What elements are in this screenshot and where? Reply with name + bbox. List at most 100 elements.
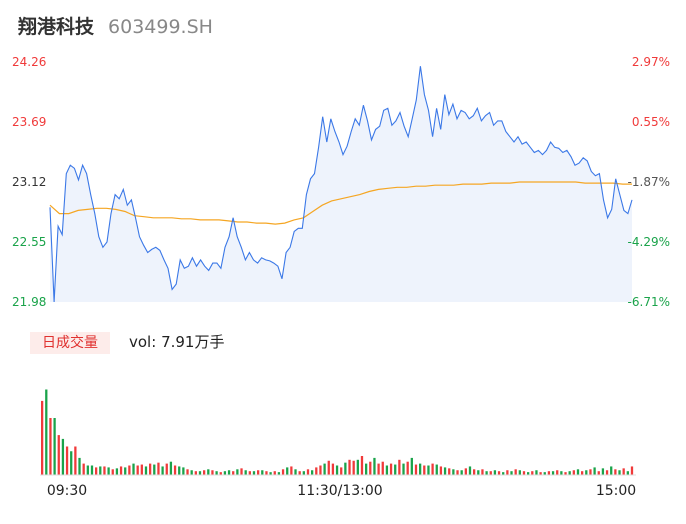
volume-bar xyxy=(360,456,364,475)
volume-bar xyxy=(298,471,301,475)
volume-bar xyxy=(70,451,73,475)
volume-bar xyxy=(277,472,281,475)
volume-bar xyxy=(485,471,488,475)
price-area xyxy=(50,66,632,302)
volume-bar xyxy=(144,466,148,475)
volume-bar xyxy=(531,471,534,475)
volume-bar xyxy=(377,463,380,475)
volume-bar xyxy=(41,400,44,475)
volume-bar xyxy=(518,470,521,475)
volume-bar xyxy=(385,465,389,475)
volume-bar xyxy=(178,466,181,475)
volume-value: 7.91万手 xyxy=(161,333,225,351)
price-line xyxy=(49,66,633,303)
volume-bar xyxy=(236,469,239,475)
volume-bar xyxy=(194,471,197,475)
volume-bar xyxy=(605,470,609,475)
volume-bar xyxy=(335,465,339,475)
volume-bar xyxy=(153,464,156,475)
volume-bar xyxy=(402,463,405,475)
percent-tick-label: -6.71% xyxy=(628,295,670,309)
volume-bar xyxy=(464,468,467,475)
volume-bar xyxy=(560,471,563,475)
volume-bar xyxy=(352,460,355,475)
volume-bar xyxy=(227,470,231,475)
volume-bar xyxy=(207,469,210,475)
volume-bar xyxy=(497,471,501,475)
volume-bar xyxy=(157,462,160,475)
volume-bar xyxy=(186,469,189,475)
volume-bar xyxy=(506,470,509,475)
volume-bar xyxy=(431,463,434,475)
volume-bar xyxy=(86,465,89,475)
time-tick-label: 09:30 xyxy=(47,483,87,499)
volume-bar xyxy=(572,470,575,475)
volume-bar xyxy=(128,465,131,475)
volume-bar xyxy=(294,469,297,475)
volume-bar xyxy=(564,472,567,475)
volume-bar xyxy=(232,471,235,475)
volume-bar xyxy=(394,464,397,475)
volume-bar xyxy=(543,472,546,475)
volume-bar xyxy=(169,461,173,475)
volume-bar xyxy=(198,471,202,475)
volume-bar xyxy=(182,467,185,475)
price-tick-label: 23.12 xyxy=(12,175,46,189)
price-tick-label: 24.26 xyxy=(12,55,46,69)
volume-bar xyxy=(593,467,596,475)
volume-bar xyxy=(389,463,393,475)
volume-bar xyxy=(49,418,52,475)
volume-bar xyxy=(630,466,634,475)
volume-bar xyxy=(65,446,69,475)
volume-bar xyxy=(190,470,193,475)
volume-bar xyxy=(311,470,314,475)
volume-bar xyxy=(423,465,426,475)
volume-bar xyxy=(585,470,588,475)
volume-bar xyxy=(61,438,65,475)
volume-bar xyxy=(57,435,60,475)
volume-bar xyxy=(568,471,571,475)
time-tick-label: 15:00 xyxy=(596,483,636,499)
volume-bar xyxy=(319,465,322,475)
volume-bar xyxy=(419,463,422,475)
volume-bar xyxy=(551,471,555,475)
volume-bar xyxy=(165,463,168,475)
volume-bar xyxy=(443,467,447,475)
volume-bar xyxy=(53,418,56,475)
volume-bar xyxy=(601,468,605,475)
volume-bar xyxy=(240,468,243,475)
volume-bar xyxy=(410,457,413,475)
volume-bar xyxy=(556,470,559,475)
volume-bar xyxy=(481,469,484,475)
stock-name: 翔港科技 xyxy=(18,16,95,38)
volume-bar xyxy=(261,470,264,475)
volume-bar xyxy=(493,470,497,475)
volume-bar xyxy=(460,470,463,475)
volume-bar xyxy=(306,469,310,475)
volume-bar xyxy=(452,469,455,475)
volume-chart: 09:30 11:30/13:00 15:00 xyxy=(40,389,636,499)
volume-bar xyxy=(211,470,214,475)
volume-bar xyxy=(369,461,372,475)
volume-bar xyxy=(119,466,123,475)
volume-bar xyxy=(90,465,94,475)
volume-bar xyxy=(327,460,330,475)
volume-bar xyxy=(215,471,218,475)
volume-bar xyxy=(149,463,152,475)
volume-bar xyxy=(527,472,530,475)
volume-bar xyxy=(365,463,368,475)
volume-bar xyxy=(597,471,600,475)
volume-bar xyxy=(581,471,584,475)
volume-bar xyxy=(468,466,472,475)
volume-bar xyxy=(348,459,351,475)
volume-bar xyxy=(78,457,81,475)
percent-tick-label: 0.55% xyxy=(632,115,670,129)
price-tick-label: 23.69 xyxy=(12,115,46,129)
volume-bar xyxy=(323,463,326,475)
volume-bar xyxy=(373,457,376,475)
volume-bar xyxy=(626,471,629,475)
percent-tick-label: -4.29% xyxy=(628,235,670,249)
volume-bar xyxy=(502,472,505,475)
volume-bar xyxy=(281,469,285,475)
volume-prefix: vol: xyxy=(129,333,157,351)
